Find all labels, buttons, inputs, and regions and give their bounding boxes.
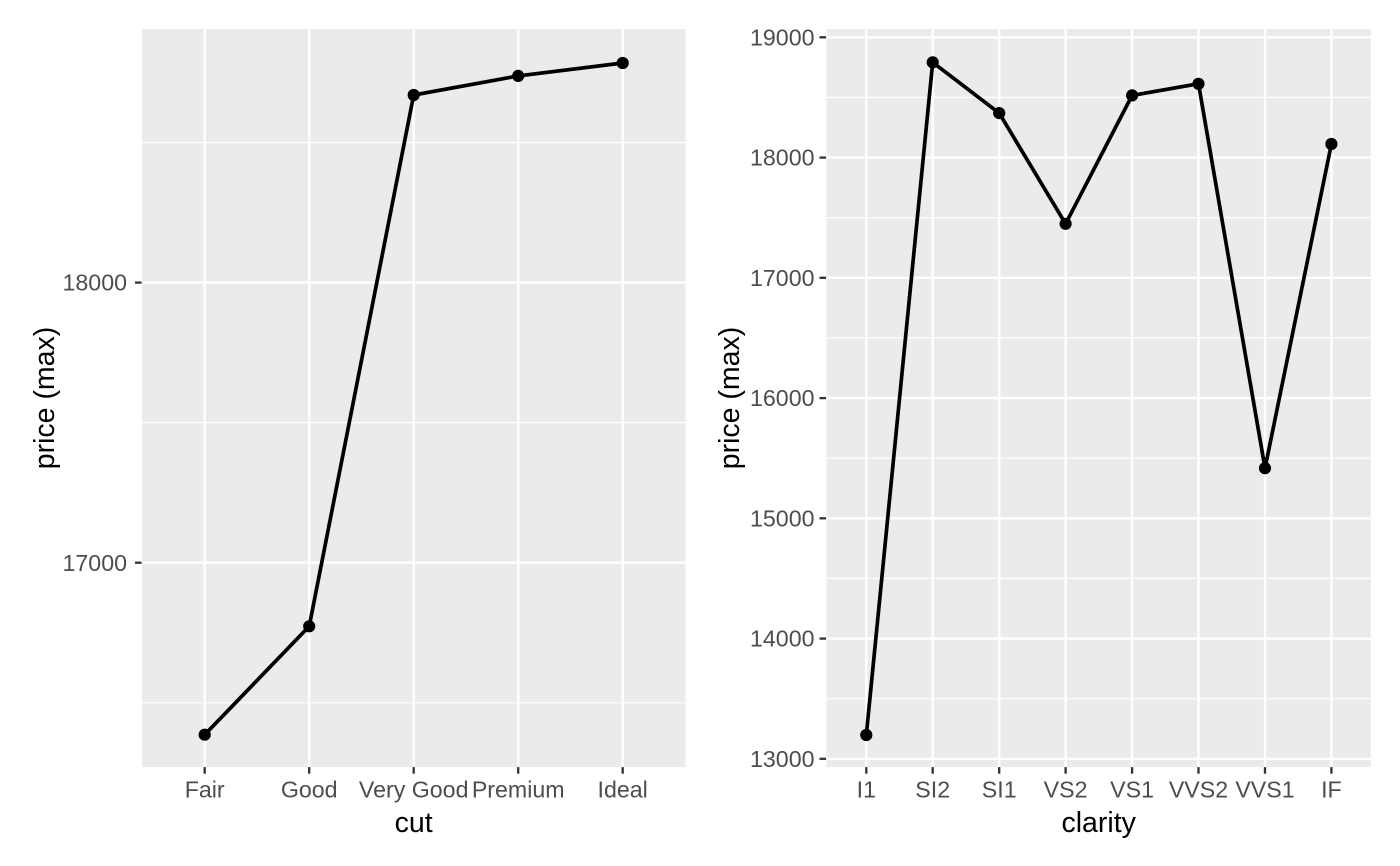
svg-text:cut: cut (395, 807, 433, 839)
svg-text:Very Good: Very Good (359, 777, 469, 803)
svg-text:SI1: SI1 (982, 777, 1017, 803)
svg-text:IF: IF (1321, 777, 1342, 803)
svg-text:17000: 17000 (750, 265, 814, 291)
svg-text:18000: 18000 (750, 145, 814, 171)
svg-text:15000: 15000 (750, 505, 814, 531)
svg-text:13000: 13000 (750, 746, 814, 772)
svg-text:price (max): price (max) (29, 327, 61, 470)
svg-text:clarity: clarity (1061, 807, 1136, 839)
svg-text:18000: 18000 (63, 270, 127, 296)
svg-text:VS2: VS2 (1044, 777, 1088, 803)
svg-text:Ideal: Ideal (598, 777, 648, 803)
svg-text:I1: I1 (857, 777, 876, 803)
svg-text:VVS1: VVS1 (1235, 777, 1294, 803)
svg-text:17000: 17000 (63, 550, 127, 576)
svg-text:14000: 14000 (750, 626, 814, 652)
svg-text:Premium: Premium (472, 777, 565, 803)
svg-text:VS1: VS1 (1110, 777, 1154, 803)
svg-text:Fair: Fair (185, 777, 225, 803)
svg-text:Good: Good (281, 777, 338, 803)
svg-text:19000: 19000 (750, 24, 814, 50)
svg-text:SI2: SI2 (915, 777, 950, 803)
svg-text:16000: 16000 (750, 385, 814, 411)
svg-text:VVS2: VVS2 (1169, 777, 1228, 803)
svg-text:price (max): price (max) (714, 327, 746, 470)
